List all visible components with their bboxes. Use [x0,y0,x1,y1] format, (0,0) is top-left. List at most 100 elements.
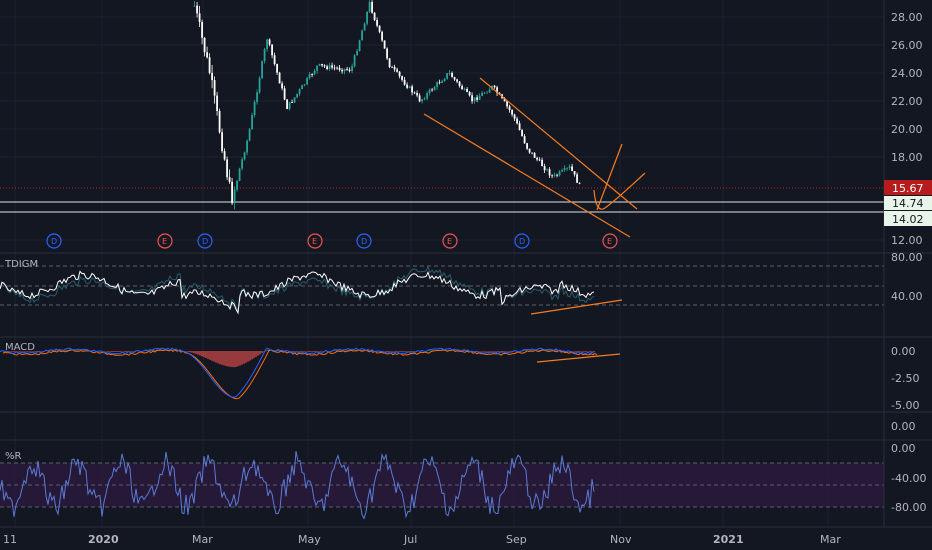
event-marker-earnings[interactable]: E [157,233,173,249]
event-letter: D [519,237,525,246]
candle-body [343,68,346,72]
price-candles [193,0,581,210]
candle-body [433,87,436,91]
candle-body [521,130,523,137]
candle-body [448,72,451,74]
event-letter: D [202,237,208,246]
event-letter: E [162,237,167,246]
time-axis[interactable]: 11 2020 Mar May Jul Sep Nov 2021 Mar [3,533,841,546]
candle-body [366,11,368,24]
macd-trendline [536,353,621,363]
wr-axis[interactable]: 0.00 -40.00 -80.00 [891,442,926,514]
candle-body [246,140,248,153]
event-marker-dividend[interactable]: D [46,233,62,249]
candle-body [356,50,358,56]
candle-body [328,65,331,70]
event-marker-earnings[interactable]: E [602,233,618,249]
candle-body [516,118,518,124]
candle-body [478,95,481,100]
level-tag-1: 14.74 [884,196,932,210]
last-price-value: 15.67 [892,182,924,195]
level-2-value: 14.02 [892,213,924,226]
candle-body [383,40,386,49]
channel-upper-line [479,77,638,210]
candle-body [311,74,313,76]
empty-pane-axis[interactable]: 0.00 [891,420,916,433]
event-circle [197,233,213,249]
tdi-axis[interactable]: 80.00 40.00 [891,251,923,303]
pane-separators[interactable] [0,0,932,528]
trendline-drawings[interactable] [423,77,646,363]
candle-body [253,102,256,116]
level-tag-2: 14.02 [884,211,932,226]
time-label: Jul [403,533,417,546]
event-marker-dividend[interactable]: D [197,233,213,249]
candle-body [376,20,378,26]
candle-body [538,159,541,161]
candle-body [441,81,443,83]
candle-body [318,63,321,66]
candle-body [331,65,333,68]
candle-body [453,77,456,80]
candle-body [338,67,341,70]
candle-body [568,166,571,168]
time-label: Nov [610,533,632,546]
event-circle [514,233,530,249]
macd-line [0,347,595,398]
candle-body [336,67,338,69]
candle-body [428,89,431,94]
candle-body [198,13,201,23]
tdi-pane-title: TDIGM [4,259,38,270]
candle-body [518,123,521,131]
event-circle [442,233,458,249]
candle-body [416,93,418,96]
candle-body [546,169,548,171]
candle-body [303,84,306,86]
candle-body [201,22,203,38]
candle-body [373,12,376,21]
candle-body [391,66,393,68]
candle-body [438,82,441,84]
candle-body [248,129,251,141]
candle-body [368,1,371,12]
candle-body [378,25,381,32]
candle-body [576,174,578,183]
event-marker-dividend[interactable]: D [514,233,530,249]
candle-body [553,174,556,176]
candle-body [508,106,511,111]
event-letter: E [607,237,612,246]
candle-body [463,88,466,90]
candle-body [268,39,271,45]
event-marker-earnings[interactable]: E [307,233,323,249]
candle-body [353,55,356,67]
macd-axis[interactable]: 0.00 -2.50 -5.00 [891,345,919,412]
candle-body [263,49,266,62]
event-marker-dividend[interactable]: D [356,233,372,249]
indicator-series [0,265,884,520]
candle-body [301,85,303,90]
candle-body [333,67,336,69]
candle-body [386,48,388,59]
candle-body [481,92,483,96]
price-axis[interactable]: 28.00 26.00 24.00 22.00 20.00 18.00 12.0… [891,11,923,247]
candle-body [526,143,528,149]
candle-body [381,31,383,41]
tdi-trendline [530,299,623,315]
candle-body [213,80,216,96]
candle-body [313,70,316,75]
chart-grid [0,0,884,527]
candle-body [256,92,258,103]
candle-body [283,88,286,100]
macd-pane-title: MACD [5,342,35,353]
candle-body [486,92,488,94]
candle-body [203,37,206,53]
candle-body [316,65,318,71]
candle-body [556,174,558,176]
candle-body [573,171,576,175]
candle-body [223,151,226,160]
candle-body [533,152,536,158]
event-marker-earnings[interactable]: E [442,233,458,249]
projection-arrow-line [596,143,623,211]
